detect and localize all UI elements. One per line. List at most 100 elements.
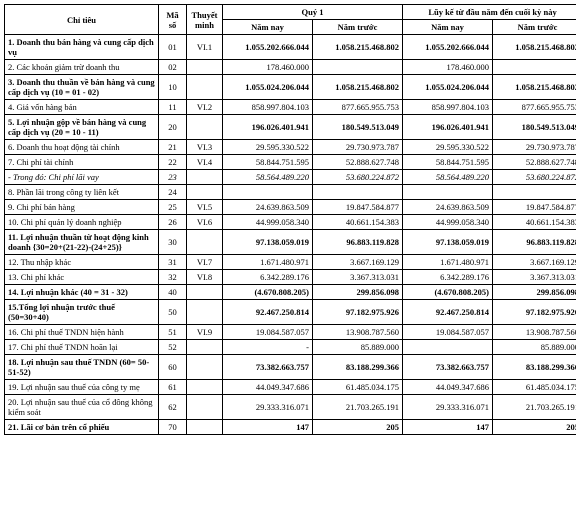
cell-note [187, 380, 223, 395]
cell-label: 20. Lợi nhuận sau thuế của cổ đông không… [5, 395, 159, 420]
cell-label: 19. Lợi nhuận sau thuế của công ty mẹ [5, 380, 159, 395]
cell-value [313, 185, 403, 200]
cell-value: 180.549.513.049 [313, 115, 403, 140]
cell-value: 96.883.119.828 [493, 230, 576, 255]
table-row: 4. Giá vốn hàng bán11VI.2858.997.804.103… [5, 100, 576, 115]
hdr-luyke: Lũy kế từ đầu năm đến cuối kỳ này [403, 5, 576, 20]
table-row: 6. Doanh thu hoạt động tài chính21VI.329… [5, 140, 576, 155]
cell-value: 52.888.627.748 [493, 155, 576, 170]
hdr-quy1: Quý 1 [223, 5, 403, 20]
cell-value: 97.138.059.019 [223, 230, 313, 255]
cell-note: VI.4 [187, 155, 223, 170]
cell-value: 73.382.663.757 [223, 355, 313, 380]
table-row: 1. Doanh thu bán hàng và cung cấp dịch v… [5, 35, 576, 60]
cell-value: 96.883.119.828 [313, 230, 403, 255]
cell-value: 85.889.000 [493, 340, 576, 355]
cell-value: - [223, 340, 313, 355]
cell-note [187, 340, 223, 355]
table-row: 12. Thu nhập khác31VI.7 1.671.480.9713.66… [5, 255, 576, 270]
cell-value [403, 340, 493, 355]
cell-label: 9. Chi phí bán hàng [5, 200, 159, 215]
cell-value: 3.667.169.129 [313, 255, 403, 270]
cell-label: 15.Tổng lợi nhuận trước thuế (50=30+40) [5, 300, 159, 325]
cell-value: 19.847.584.877 [313, 200, 403, 215]
cell-code: 24 [159, 185, 187, 200]
cell-label: 2. Các khoản giảm trừ doanh thu [5, 60, 159, 75]
cell-value: 44.049.347.686 [223, 380, 313, 395]
cell-note: VI.3 [187, 140, 223, 155]
table-row: 21. Lãi cơ bản trên cổ phiếu701472051472… [5, 420, 576, 435]
cell-code: 26 [159, 215, 187, 230]
cell-value: 97.182.975.926 [493, 300, 576, 325]
hdr-q1-namtruoc: Năm trước [313, 20, 403, 35]
cell-code: 25 [159, 200, 187, 215]
cell-value: 53.680.224.872 [493, 170, 576, 185]
table-row: 18. Lợi nhuận sau thuế TNDN (60= 50-51-5… [5, 355, 576, 380]
cell-value: 180.549.513.049 [493, 115, 576, 140]
cell-label: 11. Lợi nhuận thuần từ hoạt động kinh do… [5, 230, 159, 255]
cell-value: 44.049.347.686 [403, 380, 493, 395]
cell-value [313, 60, 403, 75]
table-header: Chỉ tiêu Mã số Thuyết minh Quý 1 Lũy kế … [5, 5, 576, 35]
cell-value: 178.460.000 [223, 60, 313, 75]
cell-value: 1.671.480.971 [403, 255, 493, 270]
cell-code: 70 [159, 420, 187, 435]
cell-value: (4.670.808.205) [403, 285, 493, 300]
cell-label: - Trong đó: Chi phí lãi vay [5, 170, 159, 185]
cell-value: 19.847.584.877 [493, 200, 576, 215]
cell-value [403, 185, 493, 200]
cell-value: 21.703.265.191 [493, 395, 576, 420]
table-row: 19. Lợi nhuận sau thuế của công ty mẹ61 4… [5, 380, 576, 395]
hdr-thuyetminh: Thuyết minh [187, 5, 223, 35]
table-row: 2. Các khoản giảm trừ doanh thu02178.460… [5, 60, 576, 75]
table-row: 13. Chi phí khác32VI.86.342.289.1763.367… [5, 270, 576, 285]
cell-value: 58.844.751.595 [223, 155, 313, 170]
cell-value: 178.460.000 [403, 60, 493, 75]
cell-code: 10 [159, 75, 187, 100]
cell-label: 12. Thu nhập khác [5, 255, 159, 270]
cell-value: 858.997.804.103 [403, 100, 493, 115]
cell-note [187, 395, 223, 420]
cell-code: 51 [159, 325, 187, 340]
cell-value: 13.908.787.560 [313, 325, 403, 340]
cell-value: 83.188.299.366 [493, 355, 576, 380]
cell-label: 17. Chi phí thuế TNDN hoãn lại [5, 340, 159, 355]
hdr-maso: Mã số [159, 5, 187, 35]
cell-value: 19.084.587.057 [223, 325, 313, 340]
cell-value: 19.084.587.057 [403, 325, 493, 340]
cell-note [187, 185, 223, 200]
cell-value: 97.182.975.926 [313, 300, 403, 325]
table-body: 1. Doanh thu bán hàng và cung cấp dịch v… [5, 35, 576, 435]
cell-value: 92.467.250.814 [223, 300, 313, 325]
cell-value: (4.670.808.205) [223, 285, 313, 300]
cell-value: 147 [403, 420, 493, 435]
cell-note [187, 75, 223, 100]
cell-value [493, 60, 576, 75]
cell-code: 61 [159, 380, 187, 395]
cell-value: 196.026.401.941 [223, 115, 313, 140]
cell-value: 1.055.202.666.044 [223, 35, 313, 60]
cell-value: 299.856.098 [313, 285, 403, 300]
cell-code: 11 [159, 100, 187, 115]
cell-note: VI.7 [187, 255, 223, 270]
cell-code: 01 [159, 35, 187, 60]
cell-value: 1.058.215.468.802 [313, 75, 403, 100]
cell-value: 24.639.863.509 [403, 200, 493, 215]
cell-value: 1.058.215.468.802 [493, 35, 576, 60]
table-row: 11. Lợi nhuận thuần từ hoạt động kinh do… [5, 230, 576, 255]
cell-value: 205 [313, 420, 403, 435]
table-row: 17. Chi phí thuế TNDN hoãn lại52-85.889.… [5, 340, 576, 355]
cell-value: 877.665.955.753 [493, 100, 576, 115]
cell-code: 30 [159, 230, 187, 255]
cell-value: 1.055.202.666.044 [403, 35, 493, 60]
cell-note [187, 355, 223, 380]
cell-code: 23 [159, 170, 187, 185]
cell-value: 44.999.058.340 [403, 215, 493, 230]
table-row: 10. Chi phí quản lý doanh nghiệp26VI.644… [5, 215, 576, 230]
cell-value: 24.639.863.509 [223, 200, 313, 215]
cell-code: 31 [159, 255, 187, 270]
cell-value: 3.667.169.129 [493, 255, 576, 270]
cell-note [187, 60, 223, 75]
cell-note: VI.6 [187, 215, 223, 230]
cell-value: 3.367.313.031 [493, 270, 576, 285]
